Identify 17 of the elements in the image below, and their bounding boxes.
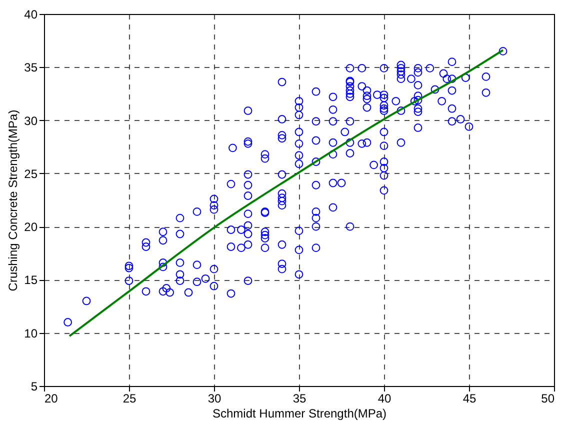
x-tick-label: 30 [208,392,222,406]
x-axis-title: Schmidt Hummer Strength(MPa) [212,406,387,420]
x-tick-label: 20 [44,392,58,406]
y-tick-label: 35 [24,60,38,75]
y-tick-label: 40 [24,8,38,22]
x-tick-label: 40 [378,392,392,406]
y-tick-label: 5 [30,380,38,394]
y-tick-label: 25 [24,166,38,181]
x-tick-label: 35 [292,392,306,406]
x-tick-label: 45 [462,392,476,406]
x-tick-label: 50 [541,392,555,406]
y-tick-label: 10 [24,326,38,340]
y-tick-label: 30 [24,114,38,128]
y-axis-title: Crushing Concrete Strength(MPa) [6,110,20,292]
y-tick-label: 20 [24,220,38,234]
y-tick-label: 15 [24,273,38,288]
x-tick-label: 25 [122,392,136,406]
